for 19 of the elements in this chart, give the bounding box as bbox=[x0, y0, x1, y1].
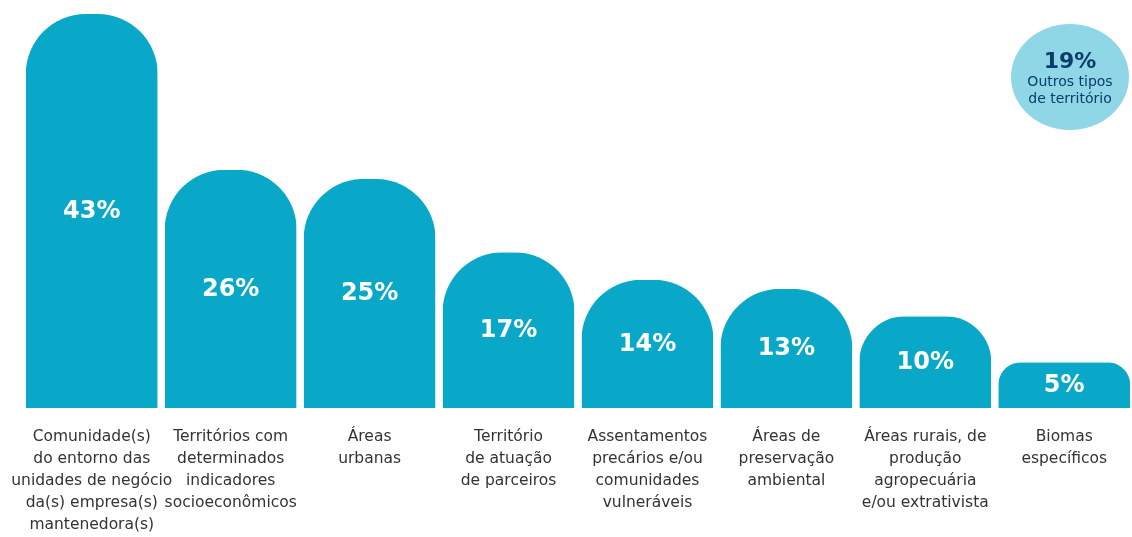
x-tick-label: Áreas rurais, de produção agropecuária e/ou extrativista bbox=[861, 425, 989, 511]
data-label: 17% bbox=[479, 315, 538, 344]
bar bbox=[25, 14, 158, 408]
data-label: 10% bbox=[896, 347, 955, 376]
data-label: 43% bbox=[63, 196, 121, 224]
bar bbox=[164, 169, 297, 408]
x-tick-label: Território de atuação de parceiros bbox=[460, 426, 557, 489]
data-label: 5% bbox=[1043, 370, 1085, 399]
annotation: 19% bbox=[1043, 47, 1097, 73]
data-label: 26% bbox=[201, 273, 260, 302]
data-label: 14% bbox=[618, 328, 677, 357]
bar bbox=[303, 178, 436, 408]
x-tick-label: Áreas urbanas bbox=[338, 425, 402, 467]
annotation: Outros tipos de território bbox=[1027, 72, 1113, 107]
data-label: 25% bbox=[340, 278, 399, 307]
x-tick-label: Assentamentos precários e/ou comunidades vulneráveis bbox=[587, 426, 708, 511]
x-tick-label: Áreas de preservação ambiental bbox=[738, 425, 835, 489]
data-label: 13% bbox=[757, 333, 816, 362]
x-tick-label: Biomas específicos bbox=[1021, 426, 1108, 467]
